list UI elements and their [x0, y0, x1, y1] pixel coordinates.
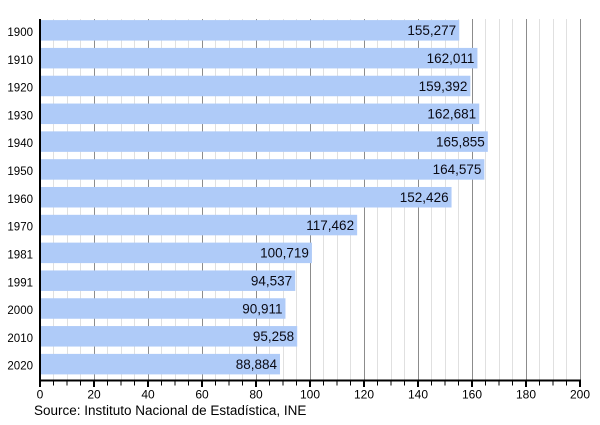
- svg-text:165,855: 165,855: [436, 134, 485, 149]
- svg-text:2020: 2020: [7, 361, 33, 373]
- svg-text:1960: 1960: [7, 194, 33, 206]
- svg-text:1910: 1910: [7, 55, 33, 67]
- svg-text:90,911: 90,911: [242, 301, 282, 316]
- svg-text:95,258: 95,258: [253, 329, 294, 344]
- svg-text:164,575: 164,575: [433, 162, 482, 177]
- svg-text:120: 120: [354, 388, 374, 402]
- svg-text:1991: 1991: [7, 277, 33, 289]
- svg-text:40: 40: [141, 388, 155, 402]
- svg-text:159,392: 159,392: [419, 79, 468, 94]
- svg-text:88,884: 88,884: [236, 357, 278, 372]
- svg-text:1950: 1950: [7, 166, 33, 178]
- svg-text:162,011: 162,011: [427, 51, 475, 66]
- svg-text:Source: Instituto Nacional de: Source: Instituto Nacional de Estadístic…: [34, 403, 306, 418]
- svg-text:60: 60: [195, 388, 209, 402]
- svg-text:1981: 1981: [7, 249, 33, 261]
- svg-text:2000: 2000: [7, 305, 33, 317]
- svg-text:94,537: 94,537: [251, 273, 292, 288]
- svg-text:20: 20: [87, 388, 101, 402]
- svg-text:1900: 1900: [7, 27, 33, 39]
- svg-text:1920: 1920: [7, 83, 33, 95]
- svg-text:2010: 2010: [7, 333, 33, 345]
- svg-text:80: 80: [249, 388, 263, 402]
- svg-text:117,462: 117,462: [306, 218, 354, 233]
- svg-text:200: 200: [570, 388, 590, 402]
- svg-text:0: 0: [37, 388, 44, 402]
- svg-text:1940: 1940: [7, 138, 33, 150]
- svg-text:152,426: 152,426: [400, 190, 449, 205]
- svg-text:162,681: 162,681: [427, 107, 476, 122]
- svg-text:1970: 1970: [7, 222, 33, 234]
- svg-text:100: 100: [300, 388, 320, 402]
- svg-text:160: 160: [462, 388, 482, 402]
- svg-text:155,277: 155,277: [407, 23, 456, 38]
- svg-text:140: 140: [408, 388, 428, 402]
- svg-text:100,719: 100,719: [260, 246, 309, 261]
- svg-text:180: 180: [516, 388, 536, 402]
- svg-text:1930: 1930: [7, 110, 33, 122]
